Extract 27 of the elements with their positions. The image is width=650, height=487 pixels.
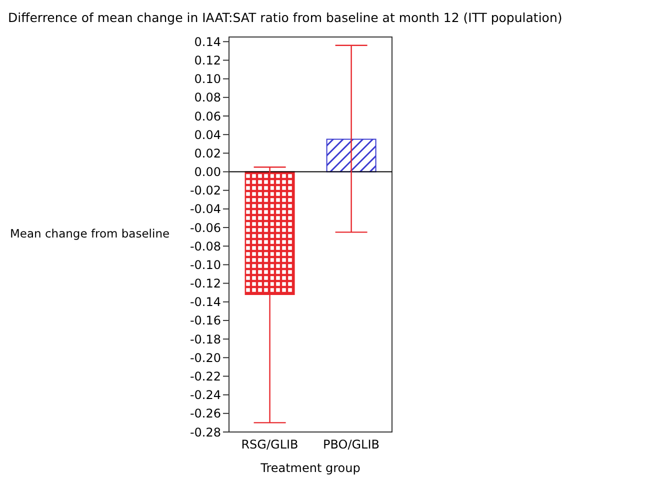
y-tick-label: -0.18 [190,332,221,346]
y-tick-label: 0.08 [194,90,221,105]
y-tick-label: 0.04 [194,128,221,142]
y-tick-label: 0.10 [194,72,221,86]
chart-title: Differrence of mean change in IAAT:SAT ratio from baseline at month 12 (ITT population) [8,10,562,25]
y-tick-label: -0.10 [190,258,221,272]
y-axis-title: Mean change from baseline [10,226,170,241]
x-tick-label: PBO/GLIB [322,438,380,452]
y-tick-label: -0.06 [190,220,221,235]
x-axis-title: Treatment group [260,461,360,475]
y-tick-label: -0.08 [190,239,221,254]
y-tick-label: -0.02 [190,184,221,198]
y-tick-label: 0.00 [194,165,221,180]
y-tick-label: -0.14 [190,295,221,310]
x-tick-label: RSG/GLIB [241,438,298,452]
y-tick-label: -0.24 [190,388,221,402]
y-tick-label: -0.28 [190,425,221,440]
y-tick-label: 0.14 [194,34,221,49]
y-tick-label: 0.06 [194,109,221,124]
y-tick-label: -0.26 [190,406,221,421]
y-tick-label: -0.12 [190,276,221,291]
y-tick-label: 0.02 [194,146,221,160]
y-tick-label: -0.04 [190,202,221,216]
y-tick-label: -0.16 [190,314,221,328]
y-tick-label: 0.12 [194,53,221,68]
y-tick-label: -0.20 [190,350,221,365]
y-tick-label: -0.22 [190,369,221,384]
